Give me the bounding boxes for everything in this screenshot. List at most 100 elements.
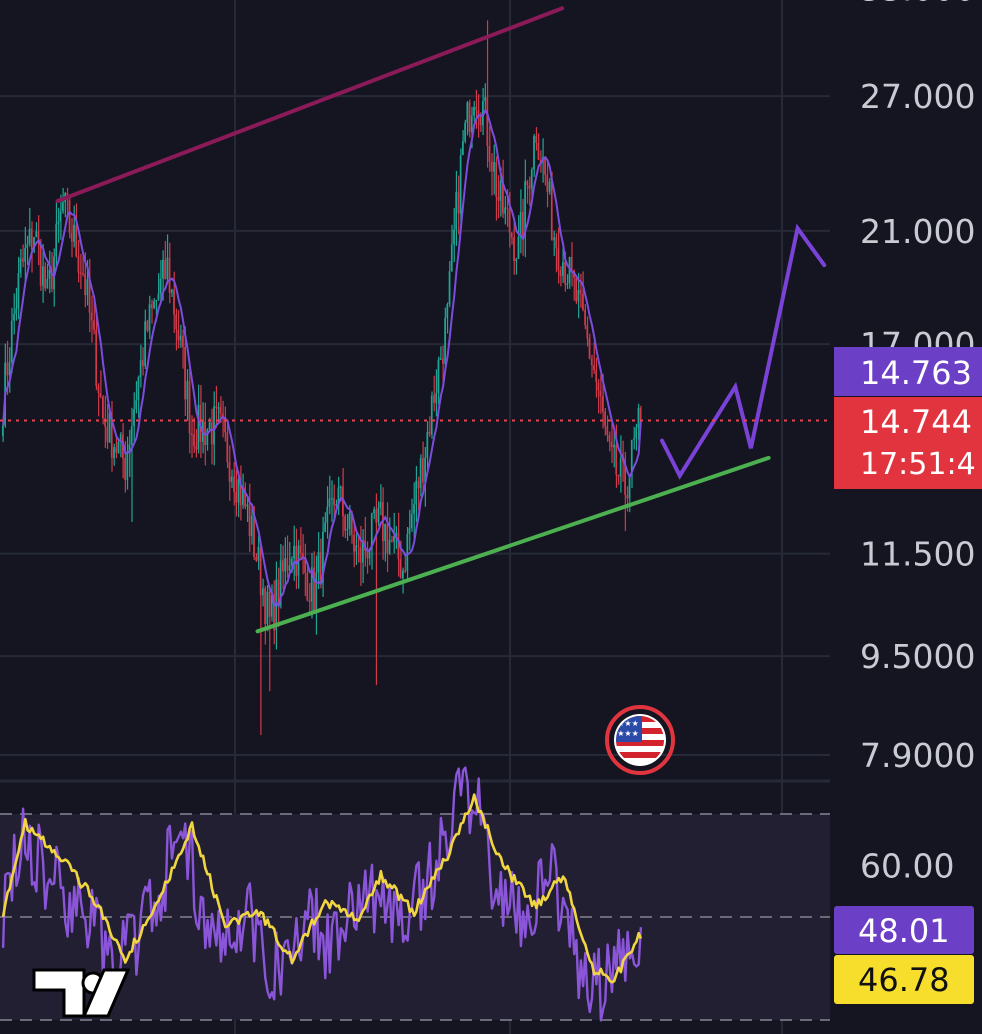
candle-body: [490, 161, 493, 172]
candle-body: [495, 162, 497, 197]
candle-body: [150, 304, 153, 308]
candle-body: [375, 509, 377, 523]
candle-body: [388, 539, 391, 554]
candle-body: [344, 516, 346, 531]
candle-body: [466, 102, 469, 123]
candle-body: [44, 266, 46, 289]
candle-body: [206, 429, 209, 445]
candle-body: [266, 591, 269, 624]
us-flag-icon[interactable]: ★★★ ★★★: [605, 705, 675, 775]
candle-body: [22, 258, 24, 262]
candle-body: [224, 418, 226, 433]
candle-body: [77, 256, 80, 273]
candle-body: [97, 386, 100, 393]
candle-body: [128, 444, 131, 454]
candle-body: [46, 278, 49, 289]
candle-body: [86, 279, 89, 296]
candle-body: [166, 257, 169, 280]
rsi-moving-average-line: [1, 793, 643, 984]
candle-body: [373, 509, 375, 514]
candle-body: [133, 409, 135, 427]
candle-body: [310, 567, 313, 602]
candle-body: [357, 545, 360, 548]
support-trendline[interactable]: [255, 455, 771, 634]
candle-body: [244, 487, 246, 507]
candle-body: [248, 504, 251, 537]
candle-body: [304, 557, 306, 573]
rsi-value-tag: 48.01: [834, 906, 974, 954]
price-axis[interactable]: 7.90009.500011.50017.00021.00027.00033.0…: [860, 0, 975, 775]
candle-body: [577, 290, 580, 302]
candle-body: [424, 458, 426, 483]
tradingview-logo[interactable]: [32, 968, 131, 1018]
candle-body: [482, 101, 484, 126]
resistance-trendline[interactable]: [55, 6, 564, 204]
candle-body: [488, 146, 491, 162]
candle-body: [508, 208, 511, 233]
candle-body: [288, 565, 291, 571]
candle-body: [37, 231, 40, 244]
candle-body: [237, 479, 240, 503]
candle-body: [410, 513, 413, 529]
candle-body: [639, 408, 642, 421]
candle-body: [317, 552, 320, 573]
candle-body: [610, 441, 613, 448]
candle-body: [486, 97, 489, 147]
price-tick-label: 21.000: [860, 212, 975, 251]
candle-body: [177, 329, 180, 341]
candle-body: [93, 320, 95, 330]
candle-body: [408, 528, 411, 534]
candle-body: [124, 458, 126, 481]
candle-body: [226, 432, 229, 463]
candle-body: [448, 271, 451, 305]
candle-body: [442, 358, 444, 364]
candle-body: [526, 181, 529, 186]
candle-body: [299, 545, 302, 554]
candle-body: [102, 396, 104, 418]
candle-body: [502, 180, 504, 214]
ma-value-label: 14.763: [860, 354, 972, 392]
candle-body: [239, 479, 242, 505]
candle-body: [439, 358, 442, 360]
candle-body: [579, 290, 582, 294]
candle-body: [635, 427, 637, 439]
candle-body: [144, 321, 146, 367]
rsi-axis[interactable]: 60.00: [860, 847, 954, 886]
candle-body: [242, 487, 244, 505]
candle-body: [395, 532, 397, 537]
candle-body: [539, 159, 542, 163]
candle-body: [79, 272, 82, 275]
candle-body: [257, 546, 260, 561]
candle-body: [117, 441, 120, 453]
candle-body: [28, 228, 31, 244]
candle-body: [435, 392, 437, 404]
candle-body: [159, 278, 162, 294]
candle-body: [406, 533, 409, 571]
candle-body: [582, 293, 584, 310]
candle-body: [270, 594, 273, 617]
candle-body: [446, 304, 449, 319]
candle-body: [264, 588, 266, 624]
candle-body: [333, 498, 335, 506]
candle-body: [188, 380, 191, 434]
candle-body: [602, 396, 604, 412]
candle-body: [30, 228, 33, 250]
candle-body: [330, 498, 333, 500]
candle-body: [430, 395, 433, 435]
candle-body: [419, 458, 422, 489]
rsi-ma-value-label: 46.78: [858, 961, 950, 999]
candle-body: [179, 335, 182, 341]
candle-body: [484, 97, 486, 102]
projection-arrow[interactable]: [660, 223, 827, 480]
candle-body: [355, 545, 357, 552]
candle-body: [637, 408, 640, 428]
candle-body: [219, 407, 222, 414]
candle-body: [228, 462, 231, 482]
candle-body: [437, 359, 440, 393]
candle-body: [595, 370, 597, 383]
candle-body: [186, 380, 189, 400]
candle-body: [104, 417, 106, 427]
candle-body: [370, 513, 373, 550]
candle-body: [115, 447, 117, 453]
